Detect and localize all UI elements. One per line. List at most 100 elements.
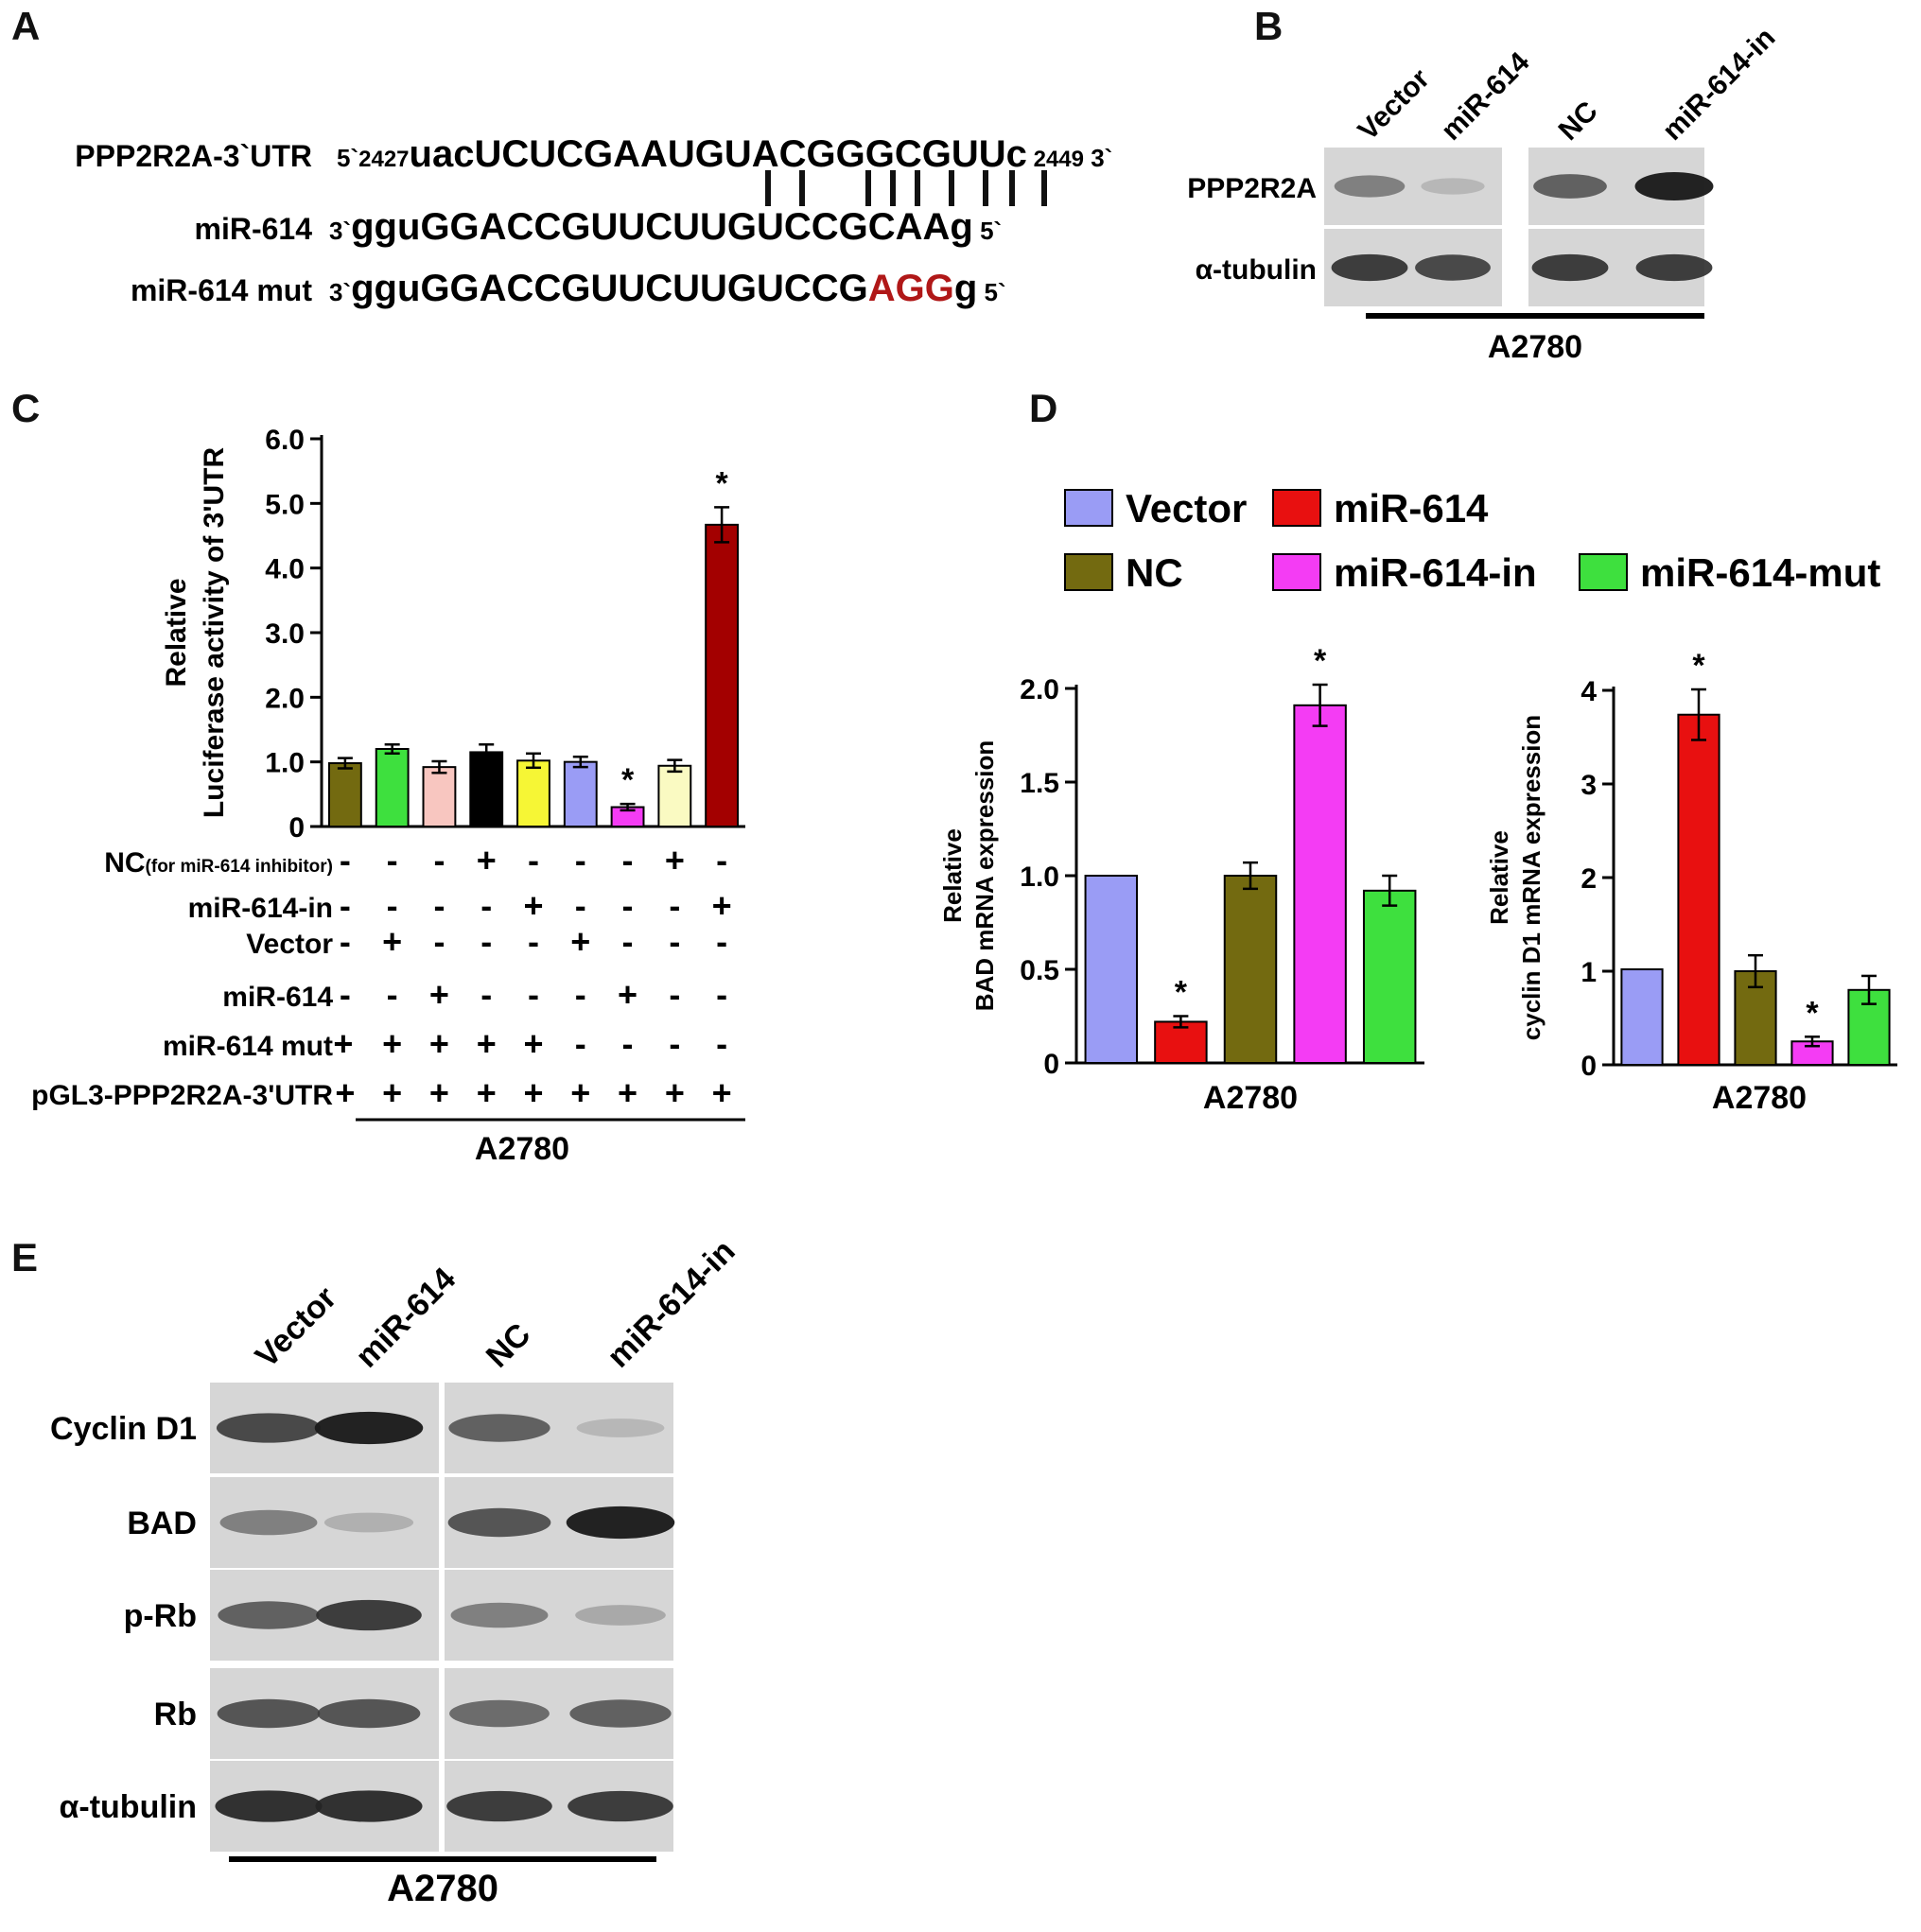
blot-band: [448, 1414, 550, 1442]
x-axis-label: A2780: [1203, 1080, 1298, 1116]
sequence-row-label: PPP2R2A-3`UTR: [75, 139, 312, 173]
condition-sign: -: [433, 841, 445, 879]
legend-swatch: [1064, 489, 1113, 527]
condition-sign: -: [575, 975, 586, 1014]
condition-sign: -: [387, 841, 398, 879]
blot-band: [576, 1419, 665, 1437]
blot-band: [1334, 175, 1406, 198]
blot-band: [314, 1411, 424, 1445]
legend-swatch: [1272, 553, 1321, 591]
y-tick-label: 4: [1580, 676, 1597, 707]
condition-sign: +: [570, 1073, 590, 1112]
condition-sign: -: [387, 975, 398, 1014]
condition-sign: -: [480, 886, 492, 925]
blot-band: [317, 1698, 421, 1729]
condition-sign: +: [429, 1024, 449, 1063]
condition-sign: -: [575, 841, 586, 879]
condition-sign: -: [528, 922, 539, 961]
condition-sign: +: [712, 886, 732, 925]
y-tick-label: 2: [1580, 863, 1597, 895]
lane-label: Vector: [1353, 63, 1436, 147]
blot-band: [1533, 174, 1607, 199]
blot-row-label: PPP2R2A: [1187, 173, 1317, 204]
condition-label: Vector: [246, 929, 333, 960]
y-tick-label: 1.0: [1020, 862, 1059, 893]
y-axis-label: Relative: [161, 578, 192, 687]
cell-line-label: A2780: [475, 1131, 569, 1167]
significance-star: *: [1175, 975, 1188, 1011]
condition-sign: +: [335, 1073, 355, 1112]
y-tick-label: 4.0: [265, 554, 305, 585]
condition-sign: +: [429, 975, 449, 1014]
bar: [469, 751, 504, 828]
blot-band: [315, 1790, 423, 1822]
bar: [657, 764, 692, 827]
legend-label: NC: [1126, 550, 1183, 595]
blot-band: [1531, 253, 1609, 282]
blot-band: [566, 1506, 675, 1540]
condition-sign: -: [669, 975, 680, 1014]
y-tick-label: 1: [1580, 957, 1597, 988]
blot-band: [323, 1512, 414, 1533]
blot-band: [447, 1507, 551, 1538]
y-axis-label: BAD mRNA expression: [970, 740, 999, 1012]
blot-band: [1415, 254, 1491, 281]
y-axis-label: cyclin D1 mRNA expression: [1517, 715, 1546, 1040]
significance-star: *: [1806, 995, 1819, 1031]
bar: [516, 759, 550, 827]
significance-star: *: [1692, 648, 1705, 684]
legend-label: miR-614-mut: [1640, 550, 1880, 595]
condition-sign: +: [570, 922, 590, 961]
panel-d-mrna-charts: Vector miR-614 NC miR-614-in miR-614-mut 0 0.5…: [938, 486, 1897, 1116]
blot-row-label: Cyclin D1: [50, 1411, 197, 1447]
sequence-row-2: 3`gguGGACCGUUCUUGUCCGAGGg 5`: [329, 268, 1006, 309]
condition-sign: +: [333, 1024, 353, 1063]
condition-sign: -: [669, 886, 680, 925]
bar: [1084, 875, 1139, 1064]
bar: [375, 748, 410, 827]
bar: [1847, 988, 1891, 1067]
condition-sign: -: [528, 975, 539, 1014]
bar: [705, 523, 740, 828]
blot-band: [450, 1602, 549, 1628]
y-tick-label: 3: [1580, 770, 1597, 801]
condition-sign: -: [716, 841, 727, 879]
y-tick-label: 0: [288, 812, 305, 844]
blot-band: [1634, 172, 1714, 200]
condition-sign: +: [665, 1073, 685, 1112]
blot-band: [1635, 253, 1713, 282]
lane-label: miR-614: [349, 1261, 463, 1374]
condition-sign: +: [665, 841, 685, 879]
y-tick-label: 6.0: [265, 425, 305, 456]
lane-label: NC: [1553, 96, 1604, 147]
blot-band: [217, 1698, 321, 1729]
condition-sign: +: [477, 1024, 497, 1063]
condition-sign: +: [618, 975, 637, 1014]
panel-e-western-blot: Vector miR-614 NC miR-614-in Cyclin D1 BAD p-R…: [50, 1233, 742, 1909]
blot-band: [575, 1605, 666, 1626]
condition-sign: -: [716, 1024, 727, 1063]
condition-sign: -: [669, 1024, 680, 1063]
sequence-row-label: miR-614 mut: [131, 273, 312, 307]
y-tick-label: 0: [1043, 1049, 1059, 1080]
condition-sign: -: [433, 922, 445, 961]
condition-sign: -: [622, 922, 634, 961]
bar: [327, 762, 362, 827]
condition-sign: -: [340, 922, 351, 961]
blot-row-label: p-Rb: [124, 1598, 197, 1634]
blot-band: [568, 1790, 673, 1822]
legend-label: miR-614: [1334, 486, 1489, 531]
condition-sign: -: [622, 886, 634, 925]
sequence-row-0: 5`2427uacUCUCGAAUGUACGGGCGUUc 2449 3`: [337, 133, 1112, 175]
legend-label: miR-614-in: [1334, 550, 1537, 595]
condition-label: pGL3-PPP2R2A-3'UTR: [31, 1080, 333, 1111]
significance-star: *: [621, 762, 635, 798]
condition-sign: -: [433, 886, 445, 925]
blot-band: [216, 1413, 322, 1443]
lane-label: miR-614-in: [1657, 22, 1782, 147]
blot-band: [1421, 178, 1485, 195]
y-axis-label: Luciferase activity of 3'UTR: [199, 447, 230, 819]
condition-sign: +: [477, 841, 497, 879]
panel-label-d: D: [1029, 386, 1058, 430]
condition-label: NC(for miR-614 inhibitor): [104, 847, 333, 879]
